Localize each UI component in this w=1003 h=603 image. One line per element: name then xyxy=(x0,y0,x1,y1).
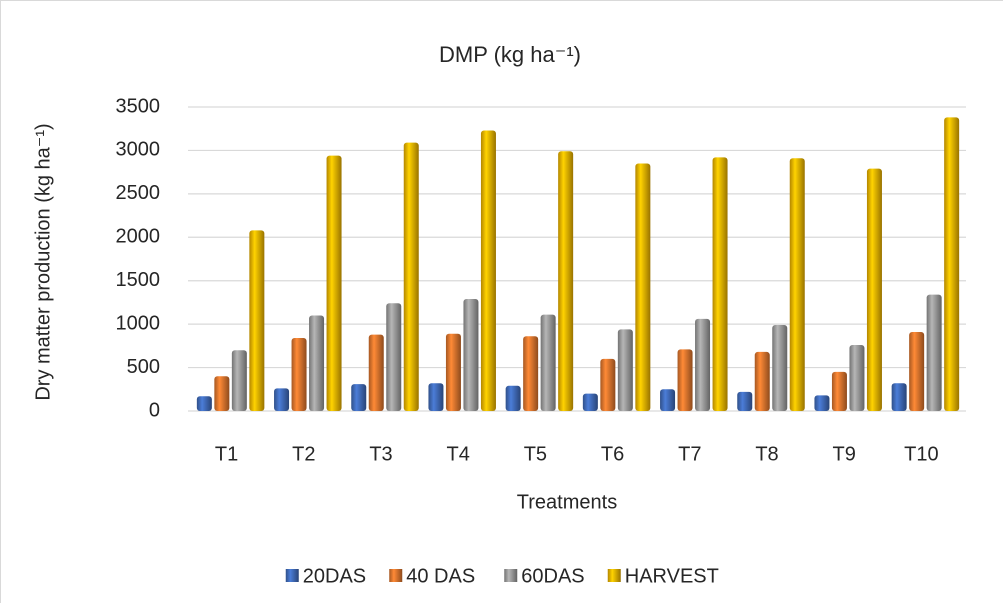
bar xyxy=(582,393,598,411)
legend-label: 20DAS xyxy=(303,565,366,587)
y-tick-label: 3500 xyxy=(116,95,161,117)
bar xyxy=(505,385,521,411)
bar xyxy=(866,168,882,411)
bar xyxy=(480,130,496,412)
bar xyxy=(326,155,342,411)
bar xyxy=(351,384,367,411)
x-tick-label: T9 xyxy=(833,443,856,465)
x-tick-label: T1 xyxy=(215,443,238,465)
bar xyxy=(944,117,960,412)
y-tick-label: 0 xyxy=(149,399,160,421)
bar xyxy=(196,396,212,411)
y-tick-label: 500 xyxy=(127,356,160,378)
bar xyxy=(660,389,676,411)
bar xyxy=(558,151,574,411)
bar xyxy=(428,383,444,411)
bar xyxy=(214,376,230,411)
bar xyxy=(386,303,402,411)
y-tick-label: 2000 xyxy=(116,226,161,248)
bar xyxy=(754,351,770,411)
bar xyxy=(891,383,907,411)
legend-swatch xyxy=(285,569,299,582)
x-tick-label: T10 xyxy=(904,443,938,465)
legend-label: HARVEST xyxy=(625,565,719,587)
y-tick-label: 3000 xyxy=(116,139,161,161)
x-tick-label: T4 xyxy=(447,443,470,465)
legend-label: 40 DAS xyxy=(406,565,475,587)
x-tick-label: T5 xyxy=(524,443,547,465)
bar xyxy=(274,388,290,411)
y-tick-label: 1000 xyxy=(116,312,161,334)
x-tick-label: T7 xyxy=(678,443,701,465)
bar xyxy=(909,331,925,411)
bar xyxy=(231,350,247,411)
bar xyxy=(463,298,479,411)
bar xyxy=(635,163,651,411)
bar xyxy=(737,391,753,411)
y-tick-label: 1500 xyxy=(116,269,161,291)
bar xyxy=(309,315,325,411)
bar xyxy=(445,333,461,411)
legend-swatch xyxy=(504,569,518,582)
bar xyxy=(814,395,830,411)
x-tick-label: T8 xyxy=(755,443,778,465)
legend-label: 60DAS xyxy=(521,565,584,587)
bar xyxy=(789,158,805,411)
x-tick-label: T6 xyxy=(601,443,624,465)
bar xyxy=(712,157,728,411)
bar xyxy=(403,142,419,411)
x-tick-label: T3 xyxy=(369,443,392,465)
bar xyxy=(772,325,788,411)
x-tick-label: T2 xyxy=(292,443,315,465)
bar xyxy=(617,329,633,411)
y-axis-label: Dry matter production (kg ha⁻¹) xyxy=(32,123,54,400)
bar xyxy=(849,344,865,411)
bar xyxy=(368,334,384,411)
bar xyxy=(695,318,711,411)
bar xyxy=(831,371,847,411)
bar xyxy=(523,336,539,411)
x-axis-label: Treatments xyxy=(517,491,617,513)
legend-swatch xyxy=(389,569,403,582)
bar xyxy=(291,338,307,411)
bar xyxy=(540,314,556,411)
legend-swatch xyxy=(607,569,621,582)
bar xyxy=(677,349,693,411)
chart-title: DMP (kg ha⁻¹) xyxy=(439,42,581,67)
bar xyxy=(600,358,616,411)
bar xyxy=(249,230,265,411)
y-tick-label: 2500 xyxy=(116,182,161,204)
bar xyxy=(926,294,942,411)
